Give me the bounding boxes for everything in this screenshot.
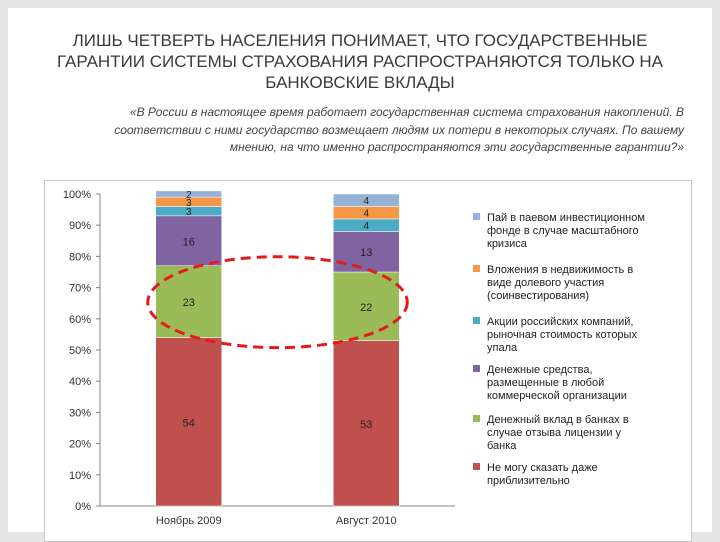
survey-question: «В России в настоящее время работает гос…	[114, 105, 684, 154]
data-label: 23	[183, 297, 195, 309]
y-tick-label: 40%	[69, 376, 91, 388]
legend-label: Денежный вклад в банках в случае отзыва л…	[487, 414, 629, 452]
bar-segment	[155, 215, 222, 267]
legend-label: Пай в паевом инвестиционном фонде в случа…	[487, 212, 645, 250]
legend-swatch	[473, 463, 480, 470]
legend-label: Акции российских компаний, рыночная стоим…	[487, 316, 637, 354]
bar-segment	[155, 337, 222, 507]
y-tick-label: 90%	[69, 220, 91, 232]
y-tick-label: 100%	[63, 189, 91, 201]
data-label: 13	[360, 247, 372, 259]
y-tick-label: 50%	[69, 345, 91, 357]
legend-swatch	[473, 365, 480, 372]
legend-swatch	[473, 265, 480, 272]
data-label: 3	[186, 207, 192, 218]
chart-panel: 0% 10% 20% 30% 40% 50% 60% 70% 80% 90% 100% 54 23 16 3…	[44, 180, 692, 542]
legend-label: Не могу сказать даже приблизительно	[487, 462, 598, 487]
data-label: 22	[360, 302, 372, 314]
x-tick-label: Август 2010	[336, 515, 397, 527]
data-label: 16	[183, 236, 195, 248]
bar-segment	[333, 271, 400, 341]
data-label: 3	[186, 198, 192, 209]
legend-swatch	[473, 213, 480, 220]
data-label: 54	[183, 417, 195, 429]
page-title: ЛИШЬ ЧЕТВЕРТЬ НАСЕЛЕНИЯ ПОНИМАЕТ, ЧТО ГО…	[56, 31, 664, 92]
y-tick-label: 30%	[69, 407, 91, 419]
data-label: 4	[363, 196, 369, 207]
legend-label: Вложения в недвижимость в виде долевого у…	[487, 264, 633, 302]
y-tick-label: 60%	[69, 314, 91, 326]
slide: ЛИШЬ ЧЕТВЕРТЬ НАСЕЛЕНИЯ ПОНИМАЕТ, ЧТО ГО…	[8, 8, 712, 542]
y-tick-label: 0%	[75, 501, 91, 513]
bar-segment	[333, 340, 400, 507]
highlight-ellipse	[146, 255, 409, 350]
legend-swatch	[473, 415, 480, 422]
y-tick-label: 70%	[69, 283, 91, 295]
legend-label: Денежные средства, размещенные в любой ком…	[487, 364, 627, 402]
x-tick-label: Ноябрь 2009	[156, 515, 222, 527]
bar-segment	[333, 231, 400, 273]
y-tick-label: 80%	[69, 251, 91, 263]
data-label: 2	[186, 190, 192, 201]
legend-swatch	[473, 317, 480, 324]
data-label: 4	[363, 221, 369, 232]
stacked-bar-chart: 0%10%20%30%40%50%60%70%80%90%100%5423163…	[63, 189, 645, 527]
y-tick-label: 10%	[69, 470, 91, 482]
data-label: 53	[360, 419, 372, 431]
bar-segment	[155, 190, 222, 198]
y-tick-label: 20%	[69, 439, 91, 451]
data-label: 4	[363, 209, 369, 220]
bar-segment	[333, 193, 400, 207]
